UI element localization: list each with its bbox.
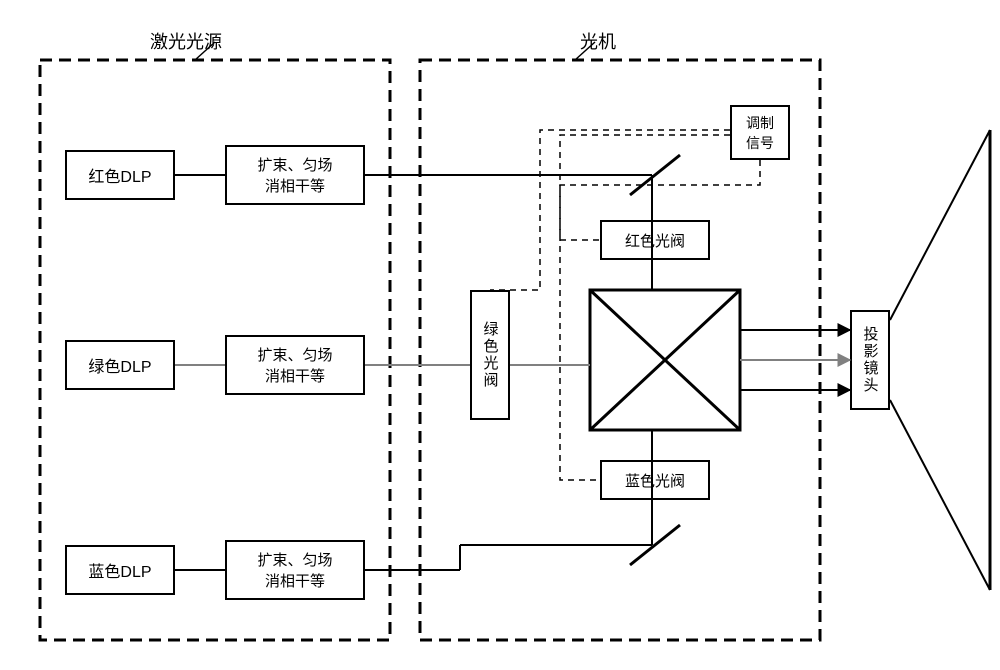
red-valve-block: 红色光阀 (600, 220, 710, 260)
blue-dlp-label: 蓝色DLP (88, 558, 151, 582)
blue-dlp-block: 蓝色DLP (65, 545, 175, 595)
green-dlp-label: 绿色DLP (88, 353, 151, 377)
proj-lens-block: 投影镜头 (850, 310, 890, 410)
label-laser-source: 激光光源 (150, 28, 222, 54)
green-valve-block: 绿色光阀 (470, 290, 510, 420)
proc2-label: 扩束、匀场 消相干等 (257, 344, 332, 386)
proc1-label: 扩束、匀场 消相干等 (257, 154, 332, 196)
mod-signal-label: 调制 信号 (746, 113, 774, 153)
mod-signal-block: 调制 信号 (730, 105, 790, 160)
proc3-label: 扩束、匀场 消相干等 (257, 549, 332, 591)
green-valve-label: 绿色光阀 (480, 321, 501, 389)
red-dlp-label: 红色DLP (88, 163, 151, 187)
blue-valve-label: 蓝色光阀 (625, 470, 685, 491)
green-dlp-block: 绿色DLP (65, 340, 175, 390)
proc3-block: 扩束、匀场 消相干等 (225, 540, 365, 600)
label-light-engine: 光机 (580, 28, 616, 54)
proj-lens-label: 投影镜头 (860, 326, 881, 394)
proc1-block: 扩束、匀场 消相干等 (225, 145, 365, 205)
diagram-canvas: 激光光源 光机 红色DLP 绿色DLP 蓝色DLP 扩束、匀场 消相干等 扩束、… (0, 0, 1000, 670)
blue-valve-block: 蓝色光阀 (600, 460, 710, 500)
red-dlp-block: 红色DLP (65, 150, 175, 200)
proc2-block: 扩束、匀场 消相干等 (225, 335, 365, 395)
red-valve-label: 红色光阀 (625, 230, 685, 251)
